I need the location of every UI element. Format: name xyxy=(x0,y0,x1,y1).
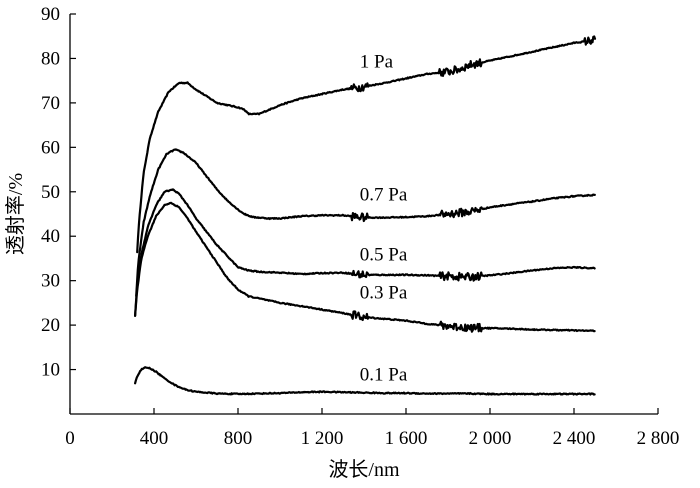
x-tick-label: 400 xyxy=(140,428,169,449)
y-tick-label: 80 xyxy=(41,48,60,69)
series-line xyxy=(134,188,596,317)
x-tick-label: 2 800 xyxy=(637,428,680,449)
x-tick-label: 800 xyxy=(224,428,253,449)
x-tick-label: 1 600 xyxy=(385,428,428,449)
y-tick-label: 20 xyxy=(41,315,60,336)
axes xyxy=(69,14,658,415)
series-group xyxy=(134,35,597,396)
series-label: 0.1 Pa xyxy=(360,365,408,386)
series-label: 0.7 Pa xyxy=(360,185,408,206)
series-label: 0.3 Pa xyxy=(360,282,408,303)
y-tick-label: 70 xyxy=(41,93,60,114)
x-axis-title: 波长/nm xyxy=(328,458,400,481)
y-ticks: 10 20 30 40 50 60 70 80 90 xyxy=(41,4,76,381)
y-tick-label: 30 xyxy=(41,271,60,292)
y-tick-label: 10 xyxy=(41,360,60,381)
x-tick-label: 0 xyxy=(65,428,75,449)
x-tick-label: 2 000 xyxy=(469,428,512,449)
x-ticks: 0 400 800 1 200 1 600 2 000 2 400 2 800 xyxy=(65,408,679,449)
x-tick-label: 2 400 xyxy=(553,428,596,449)
y-axis-title: 透射率/% xyxy=(4,173,27,255)
y-tick-label: 90 xyxy=(41,4,60,25)
series-label: 0.5 Pa xyxy=(360,245,408,266)
series-line xyxy=(134,366,596,396)
y-tick-label: 50 xyxy=(41,182,60,203)
series-line xyxy=(136,35,597,254)
series-labels: 1 Pa 0.7 Pa 0.5 Pa 0.3 Pa 0.1 Pa xyxy=(360,51,408,385)
x-tick-label: 1 200 xyxy=(301,428,344,449)
y-tick-label: 40 xyxy=(41,226,60,247)
series-label: 1 Pa xyxy=(360,51,394,72)
series-line xyxy=(134,201,596,333)
y-tick-label: 60 xyxy=(41,137,60,158)
series-line xyxy=(135,148,596,298)
